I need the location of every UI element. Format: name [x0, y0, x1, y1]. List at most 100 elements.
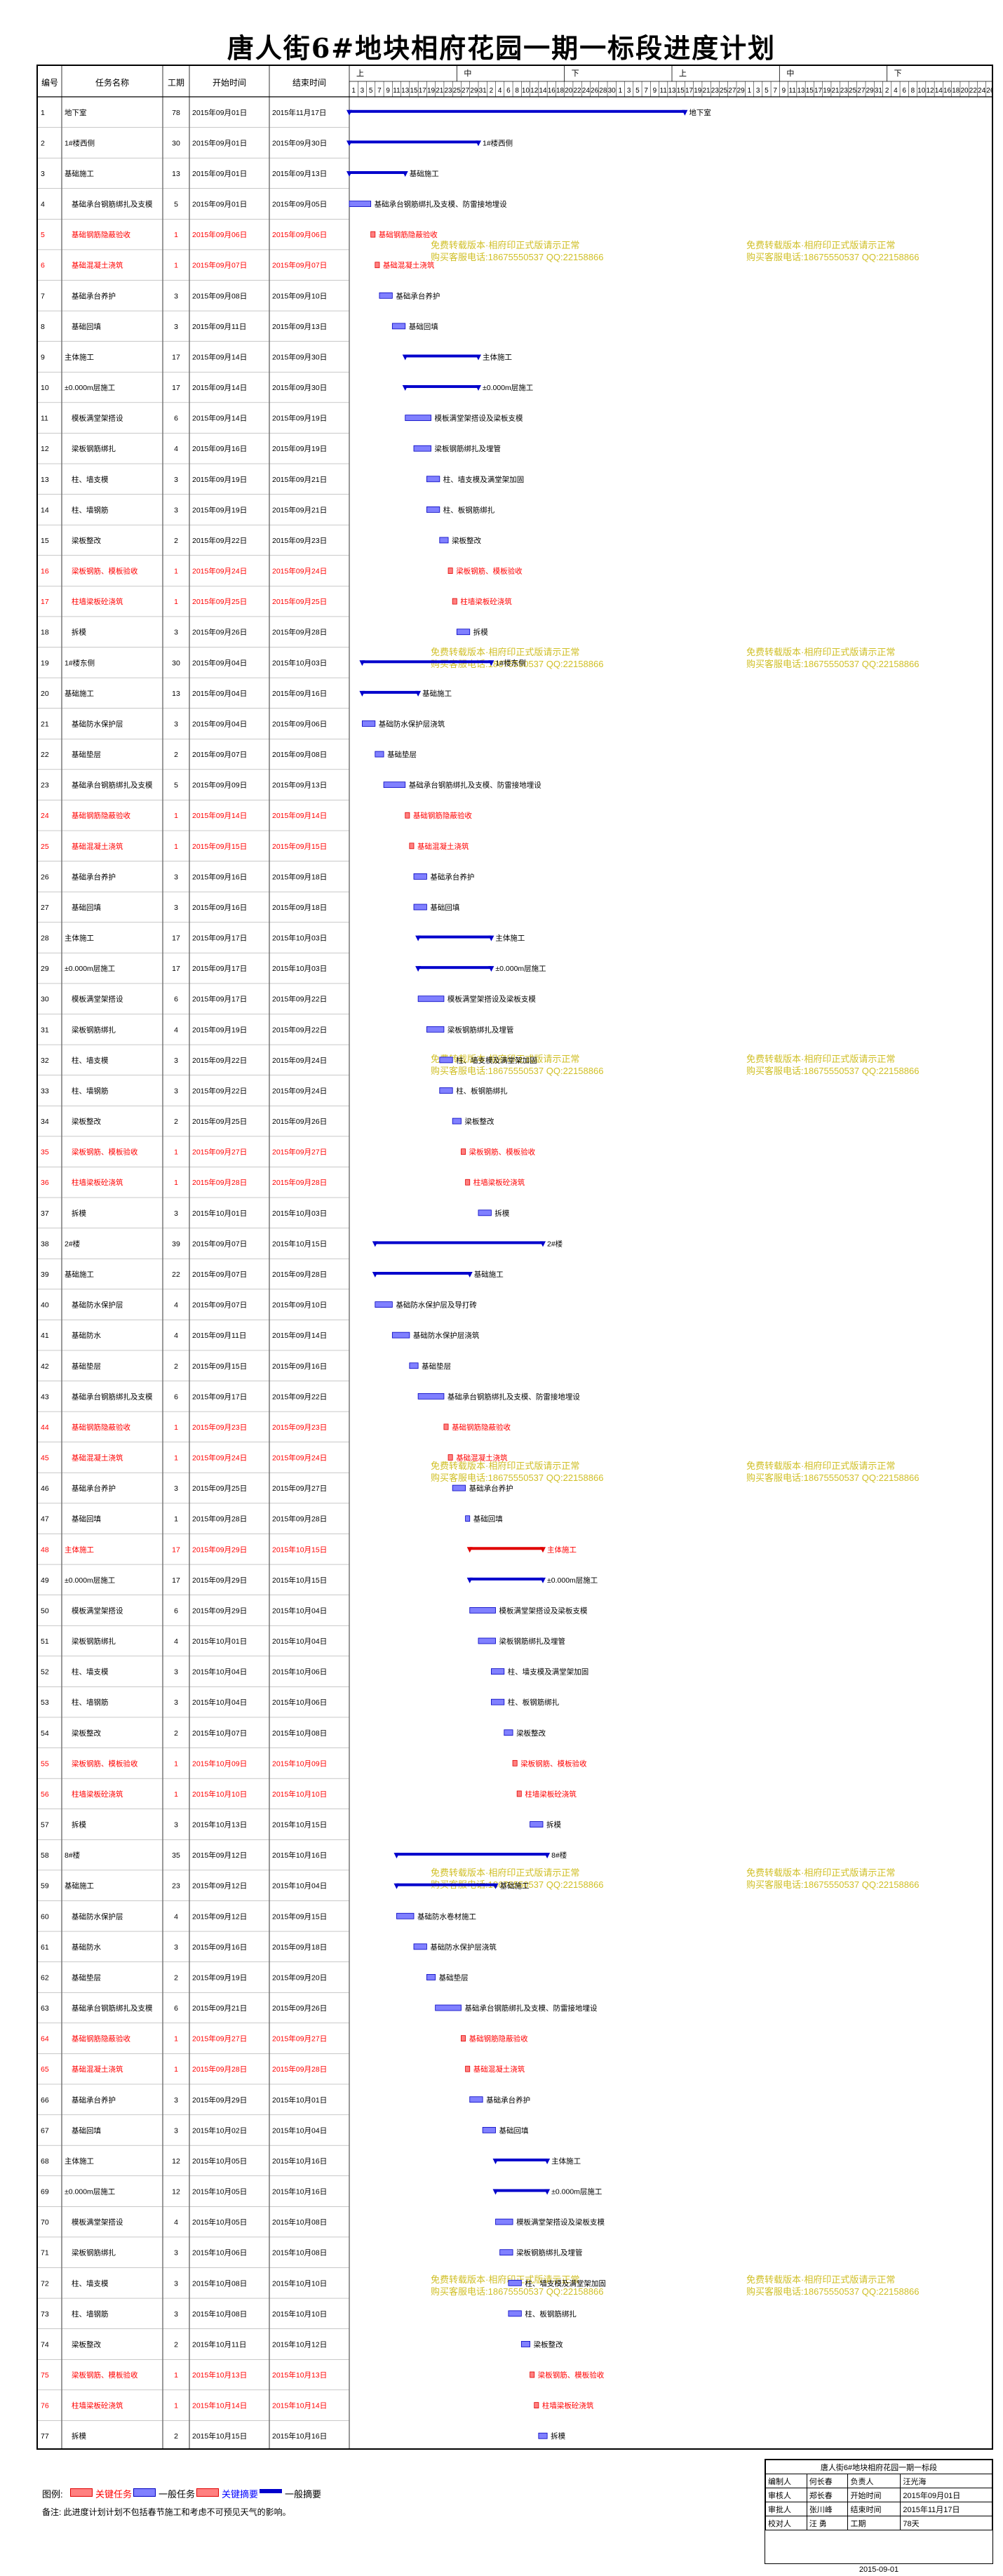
- gantt-bar-label: 基础施工: [410, 169, 439, 178]
- task-start: 2015年09月15日: [192, 1362, 247, 1371]
- task-start: 2015年09月26日: [192, 628, 247, 637]
- task-duration: 6: [174, 995, 178, 1004]
- day-tick-label: 29: [866, 87, 875, 95]
- row-number: 20: [41, 690, 49, 698]
- gantt-bar-label: 8#楼: [551, 1851, 567, 1860]
- watermark-text: 购买客服电话:18675550537 QQ:22158866: [431, 1066, 603, 1076]
- gantt-bar-label: 基础防水保护层浇筑: [430, 1943, 497, 1952]
- task-duration: 6: [174, 1606, 178, 1615]
- gantt-bar-label: 基础钢筋隐蔽验收: [469, 2034, 528, 2044]
- row-number: 70: [41, 2218, 49, 2227]
- task-name: 2#楼: [65, 1239, 81, 1248]
- day-tick-label: 7: [773, 87, 777, 95]
- row-number: 19: [41, 659, 49, 667]
- gantt-bar-label: 基础承台养护: [469, 1484, 513, 1493]
- task-name: 基础钢筋隐蔽验收: [72, 230, 130, 239]
- gantt-task-bar: [413, 904, 427, 911]
- task-duration: 17: [172, 1576, 180, 1585]
- task-end: 2015年09月18日: [272, 872, 327, 881]
- task-end: 2015年09月08日: [272, 750, 327, 759]
- column-header: 开始时间: [213, 78, 246, 88]
- gantt-bar-label: 柱、墙支模及满堂架加固: [525, 2279, 606, 2288]
- row-number: 68: [41, 2157, 49, 2166]
- task-duration: 1: [174, 843, 178, 851]
- task-start: 2015年09月24日: [192, 1454, 247, 1463]
- task-duration: 1: [174, 812, 178, 820]
- month-label: 上: [356, 69, 364, 78]
- row-number: 74: [41, 2340, 49, 2349]
- gantt-bar-label: 基础防水保护层浇筑: [413, 1331, 480, 1340]
- row-number: 2: [41, 139, 45, 147]
- task-start: 2015年09月01日: [192, 138, 247, 147]
- day-tick-label: 17: [814, 87, 823, 95]
- gantt-bar-label: 基础回填: [473, 1515, 503, 1524]
- task-start: 2015年09月11日: [192, 322, 246, 331]
- row-number: 30: [41, 995, 49, 1004]
- gantt-summary-cap: [346, 140, 352, 147]
- day-tick-label: 22: [969, 87, 978, 95]
- task-name: 梁板整改: [72, 1729, 101, 1738]
- gantt-task-bar: [465, 2065, 471, 2072]
- task-end: 2015年10月03日: [272, 934, 327, 943]
- gantt-task-bar: [375, 262, 380, 269]
- task-duration: 2: [174, 2340, 178, 2349]
- gantt-summary-cap: [466, 1547, 473, 1553]
- row-number: 52: [41, 1668, 49, 1677]
- gantt-task-bar: [469, 2096, 483, 2103]
- task-duration: 1: [174, 262, 178, 270]
- task-end: 2015年09月24日: [272, 1086, 327, 1095]
- task-name: 主体施工: [65, 934, 94, 943]
- gantt-bar-label: 梁板整改: [464, 1117, 494, 1126]
- gantt-bar-label: 基础施工: [500, 1881, 530, 1891]
- task-duration: 2: [174, 1973, 178, 1982]
- gantt-task-bar: [447, 1454, 453, 1461]
- task-end: 2015年10月06日: [272, 1698, 327, 1707]
- gantt-bar-label: 基础防水卷材施工: [417, 1912, 476, 1921]
- day-tick-label: 8: [515, 87, 519, 95]
- gantt-task-bar: [409, 1362, 419, 1369]
- gantt-bar-label: 梁板整改: [534, 2340, 563, 2349]
- task-start: 2015年10月11日: [192, 2340, 246, 2349]
- task-start: 2015年09月07日: [192, 750, 247, 759]
- day-tick-label: 3: [627, 87, 631, 95]
- task-end: 2015年10月06日: [272, 1668, 327, 1677]
- day-tick-label: 25: [849, 87, 857, 95]
- day-tick-label: 29: [470, 87, 478, 95]
- task-end: 2015年09月30日: [272, 138, 327, 147]
- gantt-summary-cap: [492, 2189, 499, 2195]
- row-number: 60: [41, 1912, 49, 1921]
- task-start: 2015年09月22日: [192, 536, 247, 545]
- task-name: 梁板钢筋、模板验收: [72, 1759, 138, 1768]
- task-start: 2015年09月29日: [192, 2095, 247, 2105]
- gantt-summary-cap: [359, 690, 365, 697]
- gantt-task-bar: [530, 1821, 544, 1827]
- task-name: 基础回填: [72, 903, 101, 912]
- task-duration: 3: [174, 720, 178, 728]
- task-end: 2015年09月10日: [272, 291, 327, 300]
- gantt-summary-cap: [540, 1577, 546, 1583]
- task-start: 2015年09月28日: [192, 1515, 247, 1524]
- row-number: 56: [41, 1790, 49, 1799]
- info-cell: 审核人: [765, 2488, 807, 2502]
- task-start: 2015年09月04日: [192, 689, 247, 698]
- row-number: 15: [41, 537, 49, 545]
- info-cell: 负责人: [847, 2474, 901, 2488]
- task-duration: 1: [174, 1790, 178, 1799]
- task-start: 2015年09月24日: [192, 567, 247, 576]
- month-label: 下: [572, 69, 579, 78]
- gantt-bar-label: 1#楼西侧: [483, 138, 513, 147]
- gantt-task-bar: [370, 231, 376, 238]
- watermark-text: 免费转载版本·相府印正式版请示正常: [746, 1867, 895, 1878]
- day-tick-label: 10: [917, 87, 926, 95]
- task-duration: 3: [174, 1087, 178, 1095]
- day-tick-label: 10: [522, 87, 530, 95]
- day-tick-label: 24: [582, 87, 591, 95]
- task-end: 2015年10月09日: [272, 1759, 327, 1768]
- day-tick-label: 27: [857, 87, 866, 95]
- day-tick-label: 1: [619, 87, 623, 95]
- row-number: 11: [41, 415, 48, 423]
- gantt-bar-label: 模板满堂架搭设及梁板支模: [447, 995, 536, 1004]
- task-duration: 35: [172, 1851, 180, 1860]
- task-duration: 3: [174, 1056, 178, 1065]
- task-duration: 17: [172, 384, 180, 392]
